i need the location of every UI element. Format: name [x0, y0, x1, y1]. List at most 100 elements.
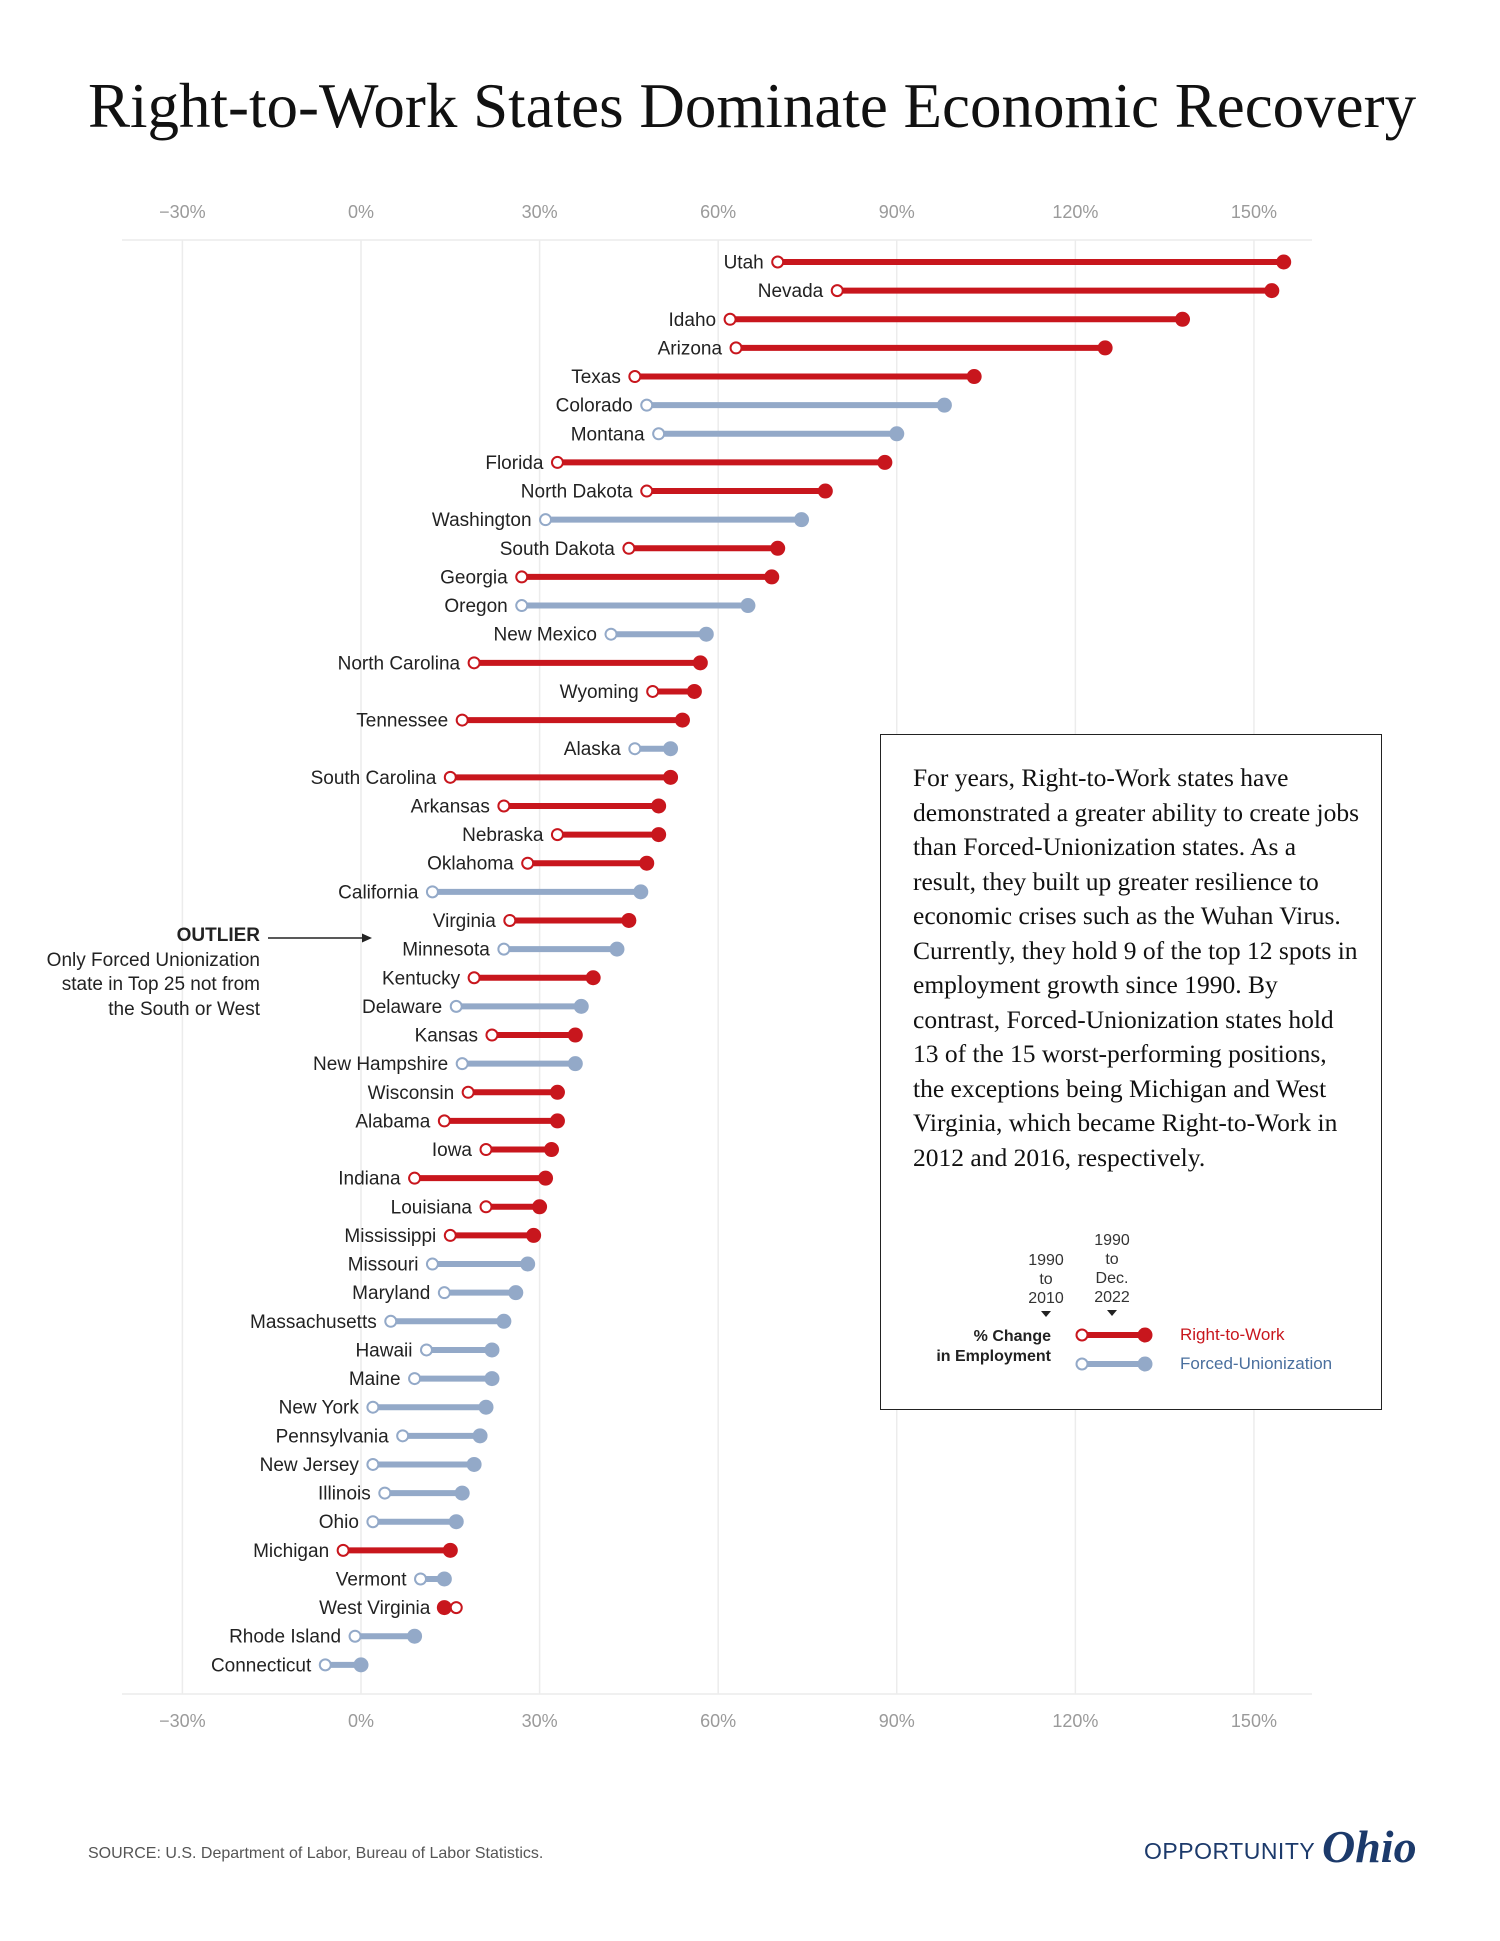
legend-caption: % Change in Employment [936, 1328, 1051, 1365]
note-text: For years, Right-to-Work states have dem… [913, 763, 1360, 1172]
state-row: North Carolina [338, 653, 708, 674]
x-tick-label-bottom: 150% [1231, 1711, 1277, 1731]
state-label: Nebraska [462, 825, 544, 846]
state-label: Montana [571, 424, 645, 445]
state-label: Texas [571, 367, 621, 388]
state-label: Tennessee [356, 711, 448, 732]
end-point-marker [520, 1256, 536, 1272]
end-point-marker [692, 655, 708, 671]
end-point-marker [740, 598, 756, 614]
state-row: Nebraska [462, 825, 667, 846]
start-point-marker [437, 1286, 451, 1300]
start-point-marker [443, 1228, 457, 1242]
state-label: New Hampshire [313, 1054, 448, 1075]
end-point-marker [651, 798, 667, 814]
start-point-marker [646, 684, 660, 698]
state-label: Idaho [669, 310, 717, 331]
state-label: New York [279, 1398, 360, 1419]
state-row: Kentucky [382, 968, 601, 989]
end-point-marker [526, 1227, 542, 1243]
state-label: Maine [349, 1369, 401, 1390]
end-point-marker [454, 1485, 470, 1501]
state-row: Nevada [758, 281, 1280, 302]
state-row: Utah [724, 253, 1292, 274]
state-label: New Jersey [260, 1455, 360, 1476]
state-label: South Carolina [311, 768, 437, 789]
state-row: Delaware [362, 997, 589, 1018]
state-row: Alabama [355, 1111, 565, 1132]
end-point-marker [686, 683, 702, 699]
state-row: Oregon [444, 596, 756, 617]
state-label: West Virginia [319, 1598, 431, 1619]
start-point-marker [628, 742, 642, 756]
state-label: Pennsylvania [276, 1426, 389, 1447]
end-point-marker [1175, 311, 1191, 327]
state-label: Kansas [415, 1026, 478, 1047]
state-row: Georgia [440, 567, 780, 588]
end-point-marker [621, 912, 637, 928]
end-point-marker [936, 397, 952, 413]
start-point-marker [348, 1629, 362, 1643]
start-point-marker [539, 513, 553, 527]
legend-rtw-swatch [1075, 1327, 1153, 1343]
state-row: Idaho [669, 310, 1191, 331]
state-label: North Dakota [521, 482, 633, 503]
start-point-marker [723, 312, 737, 326]
state-label: Arizona [658, 338, 723, 359]
state-label: Georgia [440, 567, 508, 588]
start-point-marker [461, 1085, 475, 1099]
state-label: Virginia [433, 911, 496, 932]
state-row: Arizona [658, 338, 1113, 359]
state-row: South Carolina [311, 768, 679, 789]
state-label: Kentucky [382, 968, 461, 989]
state-label: Wyoming [560, 682, 639, 703]
end-point-marker [567, 1027, 583, 1043]
x-tick-label-top: −30% [159, 202, 206, 222]
state-label: Alabama [355, 1111, 430, 1132]
start-point-marker [503, 913, 517, 927]
state-row: Vermont [336, 1569, 452, 1590]
state-row: Iowa [432, 1140, 559, 1161]
page-title: Right-to-Work States Dominate Economic R… [88, 71, 1417, 141]
x-tick-label-top: 150% [1231, 202, 1277, 222]
start-point-marker [497, 942, 511, 956]
state-label: Missouri [348, 1255, 419, 1276]
legend-start-heading: 1990 to 2010 [1011, 1251, 1081, 1318]
state-label: Washington [432, 510, 532, 531]
start-point-marker [384, 1314, 398, 1328]
state-row: Kansas [415, 1026, 583, 1047]
start-point-marker [408, 1171, 422, 1185]
state-label: Ohio [319, 1512, 359, 1533]
state-row: Wisconsin [368, 1083, 565, 1104]
brand-logo-word-2: Ohio [1322, 1821, 1417, 1872]
x-tick-label-bottom: 60% [700, 1711, 736, 1731]
start-point-marker [467, 971, 481, 985]
end-point-marker [538, 1170, 554, 1186]
state-row: Indiana [338, 1169, 554, 1190]
x-tick-label-top: 30% [522, 202, 558, 222]
end-point-marker [448, 1514, 464, 1530]
start-point-marker [378, 1486, 392, 1500]
state-row: Oklahoma [427, 854, 655, 875]
end-point-marker [436, 1571, 452, 1587]
note-box: For years, Right-to-Work states have dem… [880, 734, 1382, 1410]
start-point-marker [425, 1257, 439, 1271]
state-label: Massachusetts [250, 1312, 377, 1333]
end-point-marker [532, 1199, 548, 1215]
end-point-marker [472, 1428, 488, 1444]
state-label: New Mexico [494, 625, 597, 646]
state-label: Oregon [444, 596, 507, 617]
start-point-marker [366, 1457, 380, 1471]
x-tick-label-top: 120% [1052, 202, 1098, 222]
state-row: Tennessee [356, 711, 690, 732]
end-point-marker [651, 827, 667, 843]
start-point-marker [497, 799, 511, 813]
state-label: Oklahoma [427, 854, 514, 875]
brand-logo: OPPORTUNITY Ohio [1144, 1818, 1424, 1878]
start-point-marker [443, 770, 457, 784]
state-label: Arkansas [411, 796, 490, 817]
start-point-marker [366, 1400, 380, 1414]
state-row: North Dakota [521, 482, 833, 503]
end-point-marker [1264, 283, 1280, 299]
